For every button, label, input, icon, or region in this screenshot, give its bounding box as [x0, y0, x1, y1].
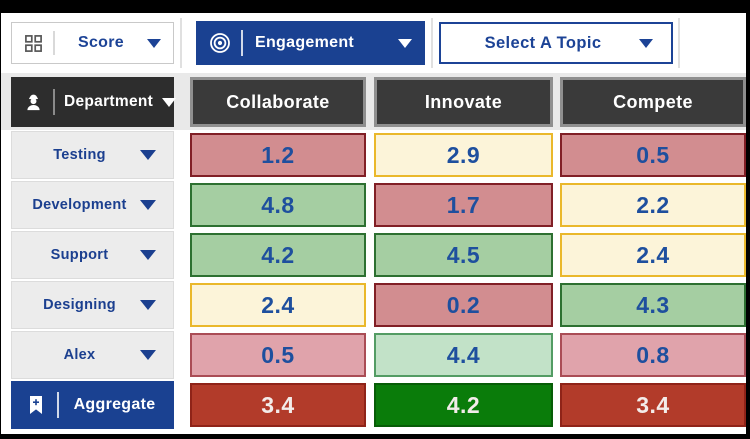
- matrix-cell-testing-0[interactable]: 1.2: [190, 133, 366, 177]
- matrix-cell-aggregate-0[interactable]: 3.4: [190, 383, 366, 427]
- chevron-down-icon: [162, 97, 177, 107]
- aggregate-button-label: Aggregate: [73, 396, 156, 413]
- chevron-down-icon: [398, 38, 412, 48]
- metric-dropdown-label: Engagement: [255, 34, 355, 51]
- matrix-cell-testing-2[interactable]: 0.5: [560, 133, 746, 177]
- matrix-cell-value: 3.4: [636, 391, 670, 418]
- metric-dropdown[interactable]: Engagement: [196, 21, 425, 65]
- matrix-cell-development-0[interactable]: 4.8: [190, 183, 366, 227]
- department-dropdown[interactable]: Department: [11, 77, 177, 127]
- column-header-compete[interactable]: Compete: [560, 77, 746, 127]
- matrix-cell-designing-1[interactable]: 0.2: [374, 283, 553, 327]
- column-header-label: Collaborate: [226, 91, 330, 112]
- grid-icon: [24, 34, 43, 53]
- matrix-row-support: Support 4.2 4.5 2.4: [1, 230, 746, 280]
- header-row: Department Collaborate Innovate Compete: [1, 73, 746, 130]
- matrix-cell-value: 4.2: [261, 241, 295, 268]
- row-dropdown-label: Development: [32, 197, 127, 213]
- matrix-cell-development-2[interactable]: 2.2: [560, 183, 746, 227]
- matrix-cell-value: 1.7: [446, 191, 481, 218]
- matrix-row-aggregate: Aggregate 3.4 4.2 3.4: [1, 380, 746, 430]
- matrix-row-testing: Testing 1.2 2.9 0.5: [1, 130, 746, 180]
- matrix-cell-value: 0.8: [636, 341, 670, 368]
- chevron-down-icon: [140, 350, 156, 360]
- app-canvas: Score Engagement Select A Topic: [1, 13, 746, 434]
- matrix-cell-support-0[interactable]: 4.2: [190, 233, 366, 277]
- matrix-cell-testing-1[interactable]: 2.9: [374, 133, 553, 177]
- matrix-cell-value: 2.2: [636, 191, 670, 218]
- department-dropdown-label: Department: [64, 93, 154, 110]
- matrix-cell-value: 4.2: [446, 391, 481, 418]
- matrix-row-designing: Designing 2.4 0.2 4.3: [1, 280, 746, 330]
- score-dropdown-label: Score: [78, 34, 124, 51]
- matrix-cell-value: 4.3: [636, 291, 670, 318]
- matrix-cell-aggregate-1[interactable]: 4.2: [374, 383, 553, 427]
- score-dropdown[interactable]: Score: [11, 22, 174, 64]
- matrix-cell-support-2[interactable]: 2.4: [560, 233, 746, 277]
- column-header-innovate[interactable]: Innovate: [374, 77, 553, 127]
- button-divider: [53, 89, 55, 115]
- column-header-label: Compete: [613, 91, 693, 112]
- chevron-down-icon: [140, 200, 156, 210]
- matrix-cell-designing-2[interactable]: 4.3: [560, 283, 746, 327]
- button-divider: [53, 31, 55, 55]
- matrix-body: Testing 1.2 2.9 0.5 Development 4.8 1.7 2.2 Supp…: [1, 130, 746, 430]
- chevron-down-icon: [147, 38, 161, 48]
- column-header-label: Innovate: [424, 91, 503, 112]
- matrix-cell-value: 0.5: [261, 341, 295, 368]
- worker-icon: [23, 92, 44, 113]
- row-dropdown-development[interactable]: Development: [11, 181, 174, 229]
- matrix-row-alex: Alex 0.5 4.4 0.8: [1, 330, 746, 380]
- toolbar-divider: [180, 18, 182, 68]
- matrix-cell-value: 4.8: [261, 191, 295, 218]
- toolbar-divider: [431, 18, 433, 68]
- matrix-cell-alex-1[interactable]: 4.4: [374, 333, 553, 377]
- matrix-cell-value: 3.4: [261, 391, 295, 418]
- row-dropdown-label: Support: [50, 247, 109, 263]
- row-dropdown-label: Testing: [53, 147, 106, 163]
- toolbar-divider: [678, 18, 680, 68]
- matrix-cell-value: 4.4: [446, 341, 481, 368]
- matrix-cell-development-1[interactable]: 1.7: [374, 183, 553, 227]
- matrix-cell-alex-0[interactable]: 0.5: [190, 333, 366, 377]
- row-dropdown-testing[interactable]: Testing: [11, 131, 174, 179]
- matrix-cell-aggregate-2[interactable]: 3.4: [560, 383, 746, 427]
- matrix-cell-value: 2.9: [446, 141, 481, 168]
- aggregate-button[interactable]: Aggregate: [11, 381, 174, 429]
- row-dropdown-designing[interactable]: Designing: [11, 281, 174, 329]
- row-dropdown-label: Alex: [63, 347, 96, 363]
- topic-dropdown[interactable]: Select A Topic: [439, 22, 673, 64]
- matrix-cell-support-1[interactable]: 4.5: [374, 233, 553, 277]
- bookmark-plus-icon: [27, 395, 45, 415]
- matrix-cell-value: 4.5: [446, 241, 481, 268]
- matrix-cell-alex-2[interactable]: 0.8: [560, 333, 746, 377]
- matrix-cell-designing-0[interactable]: 2.4: [190, 283, 366, 327]
- chevron-down-icon: [140, 300, 156, 310]
- button-divider: [57, 392, 59, 418]
- toolbar: Score Engagement Select A Topic: [1, 13, 746, 73]
- matrix-cell-value: 0.2: [446, 291, 481, 318]
- column-header-collaborate[interactable]: Collaborate: [190, 77, 366, 127]
- matrix-row-development: Development 4.8 1.7 2.2: [1, 180, 746, 230]
- topic-dropdown-label: Select A Topic: [484, 33, 602, 52]
- matrix-cell-value: 2.4: [261, 291, 295, 318]
- row-dropdown-label: Designing: [43, 297, 116, 313]
- matrix-cell-value: 1.2: [261, 141, 295, 168]
- button-divider: [241, 30, 243, 56]
- chevron-down-icon: [140, 150, 156, 160]
- target-icon: [209, 32, 231, 54]
- chevron-down-icon: [639, 38, 653, 48]
- row-dropdown-alex[interactable]: Alex: [11, 331, 174, 379]
- chevron-down-icon: [140, 250, 156, 260]
- matrix-cell-value: 2.4: [636, 241, 670, 268]
- matrix-cell-value: 0.5: [636, 141, 670, 168]
- row-dropdown-support[interactable]: Support: [11, 231, 174, 279]
